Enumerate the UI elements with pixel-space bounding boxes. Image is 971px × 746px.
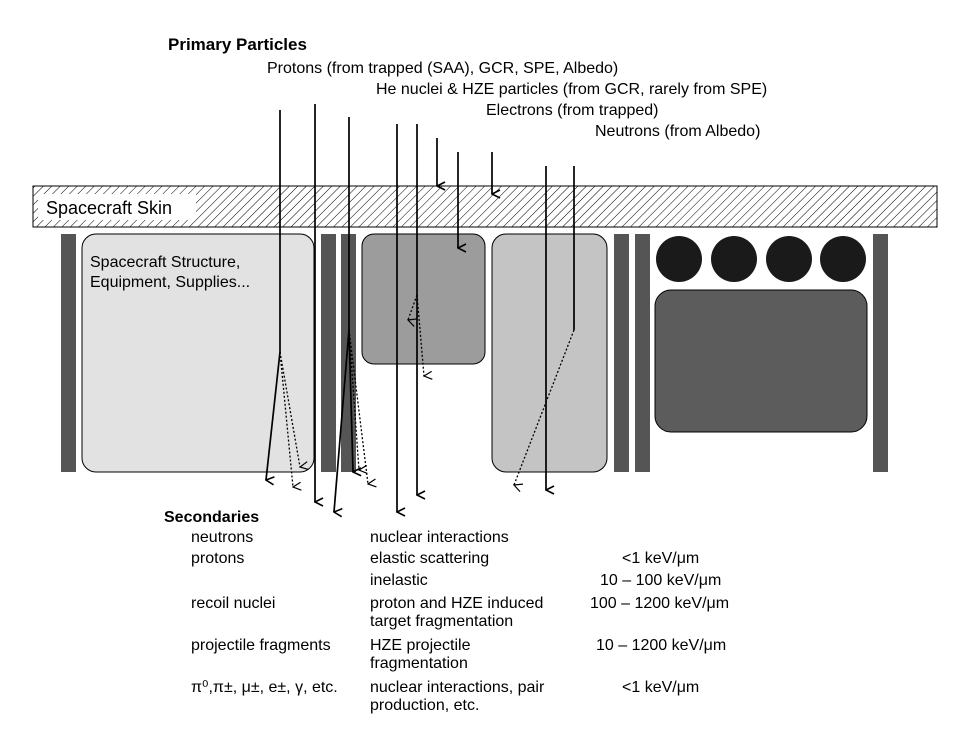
supply-sphere bbox=[766, 236, 812, 282]
protons-label: Protons (from trapped (SAA), GCR, SPE, A… bbox=[267, 60, 619, 77]
primary-heading: Primary Particles bbox=[168, 35, 307, 54]
structure-label-line-1: Spacecraft Structure, bbox=[90, 254, 241, 271]
particle-cell: recoil nuclei bbox=[191, 595, 276, 612]
particle-tracks bbox=[266, 104, 575, 512]
particle-cell: π⁰,π±, μ±, e±, γ, etc. bbox=[191, 679, 338, 696]
track-dotted bbox=[279, 351, 300, 467]
equipment-block-dark bbox=[361, 233, 486, 365]
wall-bar bbox=[873, 234, 888, 472]
particle-cell: neutrons bbox=[191, 529, 254, 546]
equipment-block-darker bbox=[654, 289, 868, 433]
particle-cell: protons bbox=[191, 550, 245, 567]
supply-sphere bbox=[656, 236, 702, 282]
equipment-block-light bbox=[491, 233, 608, 473]
particle-cell: projectile fragments bbox=[191, 637, 331, 654]
he-hze-label: He nuclei & HZE particles (from GCR, rar… bbox=[376, 81, 768, 98]
wall-bar bbox=[341, 234, 356, 472]
track-dotted bbox=[416, 294, 424, 376]
let-cell: 10 – 100 keV/μm bbox=[600, 572, 722, 589]
wall-bar bbox=[614, 234, 629, 472]
track-solid bbox=[266, 351, 281, 480]
process-cell: nuclear interactions, pair production, e… bbox=[370, 679, 545, 714]
secondary-tracks bbox=[279, 294, 575, 487]
let-cell: 10 – 1200 keV/μm bbox=[596, 637, 727, 654]
process-cell: proton and HZE induced target fragmentat… bbox=[370, 595, 544, 630]
neutrons-primary-label: Neutrons (from Albedo) bbox=[595, 123, 761, 140]
wall-bar bbox=[635, 234, 650, 472]
track-dotted bbox=[348, 329, 368, 484]
electrons-label: Electrons (from trapped) bbox=[486, 102, 659, 119]
track-solid bbox=[334, 329, 350, 512]
let-cell: 100 – 1200 keV/μm bbox=[590, 595, 730, 612]
track-dotted bbox=[348, 329, 359, 470]
supply-sphere bbox=[820, 236, 866, 282]
process-cell: nuclear interactions bbox=[370, 529, 509, 546]
process-cell: inelastic bbox=[370, 572, 428, 589]
track-dotted bbox=[408, 294, 418, 320]
let-cell: <1 keV/μm bbox=[622, 550, 700, 567]
track-dotted bbox=[279, 351, 293, 487]
structure-block bbox=[81, 233, 315, 473]
secondaries-heading: Secondaries bbox=[164, 509, 260, 526]
wall-bar bbox=[61, 234, 76, 472]
process-cell: HZE projectile fragmentation bbox=[370, 637, 471, 672]
supply-sphere bbox=[711, 236, 757, 282]
track-solid bbox=[348, 329, 353, 472]
let-cell: <1 keV/μm bbox=[622, 679, 700, 696]
skin-label: Spacecraft Skin bbox=[46, 198, 173, 218]
skin-label-box bbox=[38, 194, 196, 220]
structure-label-line-2: Equipment, Supplies... bbox=[90, 274, 251, 291]
process-cell: elastic scattering bbox=[370, 550, 490, 567]
wall-bar bbox=[321, 234, 336, 472]
